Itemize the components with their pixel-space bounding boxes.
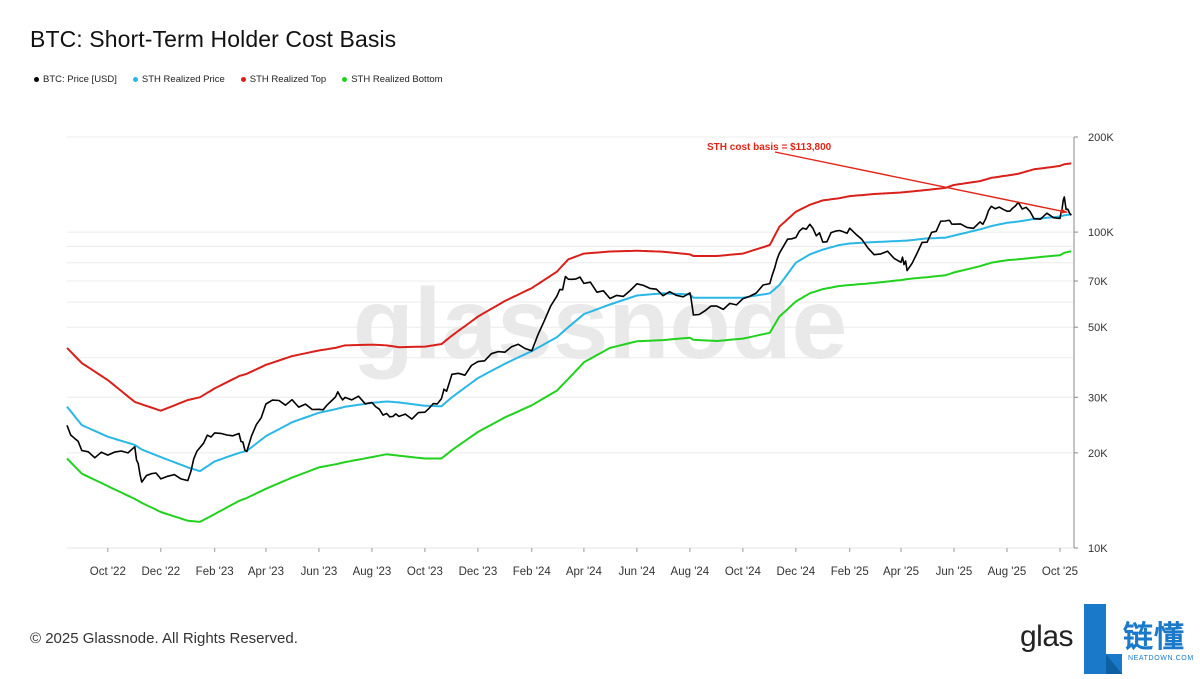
- y-tick-label: 30K: [1088, 392, 1108, 404]
- x-tick-label: Oct '23: [407, 566, 443, 578]
- x-tick-label: Feb '24: [513, 566, 552, 578]
- series-group: [66, 162, 1072, 523]
- legend-item-sth-realized-top[interactable]: STH Realized Top: [240, 74, 327, 85]
- x-tick-label: Aug '24: [671, 566, 710, 578]
- x-tick-label: Dec '23: [459, 566, 498, 578]
- annotation-label: STH cost basis = $113,800: [707, 142, 832, 153]
- x-tick-label: Apr '23: [248, 566, 284, 578]
- legend-label: STH Realized Bottom: [351, 74, 443, 85]
- y-tick-label: 200K: [1088, 132, 1114, 144]
- legend-dot-icon: [342, 77, 348, 82]
- y-tick-label: 50K: [1088, 322, 1108, 334]
- legend-dot-icon: [132, 77, 138, 82]
- x-tick-label: Apr '24: [566, 566, 603, 578]
- x-tick-label: Apr '25: [883, 566, 919, 578]
- x-tick-label: Feb '23: [196, 566, 234, 578]
- x-axis: Oct '22 Dec '22 Feb '23 Apr '23 Jun '23 Aug '…: [67, 547, 1078, 578]
- legend-dot-icon: [240, 77, 246, 82]
- legend-label: STH Realized Price: [141, 74, 225, 85]
- y-tick-label: 100K: [1088, 227, 1114, 239]
- x-tick-label: Dec '22: [142, 566, 181, 578]
- legend-item-sth-realized-price[interactable]: STH Realized Price: [132, 74, 225, 85]
- brand-en-text: NEATDOWN.COM: [1128, 655, 1194, 662]
- series-line-sth-realized-bottom: [66, 250, 1072, 523]
- y-tick-label: 70K: [1088, 276, 1108, 288]
- chart-title: BTC: Short-Term Holder Cost Basis: [30, 26, 397, 52]
- y-tick-label: 10K: [1088, 543, 1108, 555]
- watermark-text: glassnode: [353, 268, 848, 380]
- legend-label: BTC: Price [USD]: [43, 74, 117, 85]
- x-tick-label: Oct '24: [725, 566, 762, 578]
- annotation-arrow-line: [774, 151, 1068, 214]
- x-tick-label: Oct '22: [90, 566, 126, 578]
- y-axis: 10K 20K 30K 50K 70K 100K 200K: [1073, 132, 1114, 555]
- glassnode-logo-text: glas: [1020, 620, 1074, 653]
- x-tick-label: Jun '25: [936, 566, 973, 578]
- y-tick-label: 20K: [1088, 448, 1108, 460]
- series-line-price: [66, 196, 1072, 483]
- copyright-footer: © 2025 Glassnode. All Rights Reserved.: [30, 630, 298, 647]
- brand-logo-mark: [1082, 604, 1197, 674]
- series-line-sth-realized-price: [66, 213, 1072, 473]
- x-tick-label: Oct '25: [1042, 566, 1078, 578]
- legend-item-price[interactable]: BTC: Price [USD]: [34, 74, 117, 85]
- chart-legend: BTC: Price [USD] STH Realized Price STH …: [34, 74, 443, 85]
- x-tick-label: Aug '23: [353, 566, 392, 578]
- legend-label: STH Realized Top: [249, 74, 327, 85]
- x-tick-label: Jun '24: [619, 566, 656, 578]
- x-tick-label: Aug '25: [988, 566, 1027, 578]
- x-tick-label: Dec '24: [777, 566, 816, 578]
- annotation-arrowhead: [1060, 208, 1068, 214]
- series-line-sth-realized-top: [66, 162, 1072, 412]
- x-tick-label: Feb '25: [831, 566, 869, 578]
- x-tick-label: Jun '23: [301, 566, 338, 578]
- legend-dot-icon: [34, 77, 39, 82]
- brand-l-icon: [1084, 604, 1122, 674]
- brand-cn-text: 链懂: [1123, 621, 1185, 654]
- legend-item-sth-realized-bottom[interactable]: STH Realized Bottom: [342, 74, 443, 85]
- annotation-group: STH cost basis = $113,800: [707, 142, 1068, 214]
